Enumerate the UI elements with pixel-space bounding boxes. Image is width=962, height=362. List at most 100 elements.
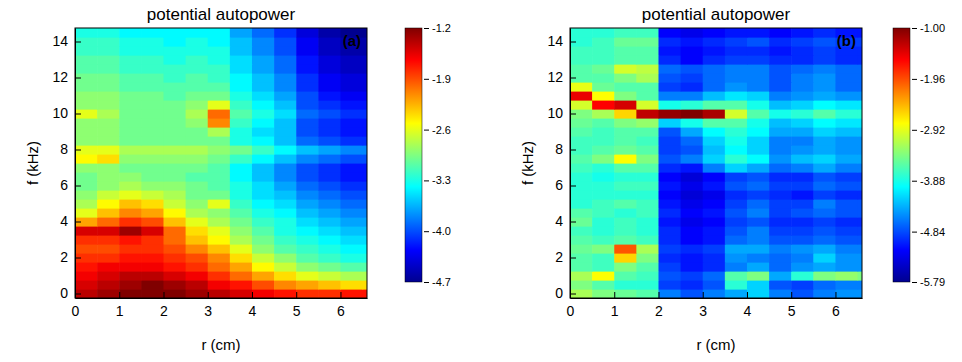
heatmap-cell xyxy=(681,217,704,227)
heatmap-cell xyxy=(614,217,637,227)
heatmap-cell xyxy=(835,271,858,281)
panel: 012345602468101214potential autopower(b)… xyxy=(519,5,945,353)
heatmap-cell xyxy=(252,235,275,245)
heatmap-cell xyxy=(858,208,862,218)
heatmap-cell xyxy=(186,73,209,83)
heatmap-cell xyxy=(274,226,297,236)
heatmap-cell xyxy=(658,100,681,110)
heatmap-cell xyxy=(747,127,770,137)
heatmap-cell xyxy=(340,289,363,298)
colorbar-tick: -3.88 xyxy=(912,175,945,187)
heatmap-cell xyxy=(186,199,209,209)
heatmap-cell xyxy=(636,136,659,146)
colorbar-tick-mark xyxy=(912,79,917,80)
heatmap-cell xyxy=(252,271,275,281)
heatmap-cell xyxy=(252,226,275,236)
heatmap-cell xyxy=(230,235,253,245)
heatmap-cell xyxy=(141,235,164,245)
heatmap-cell xyxy=(570,109,593,119)
heatmap-cell xyxy=(703,154,726,164)
heatmap-cell xyxy=(296,235,319,245)
heatmap-cell xyxy=(208,109,231,119)
heatmap-cell xyxy=(858,262,862,272)
heatmap-cell xyxy=(363,172,367,182)
x-tick-label: 3 xyxy=(699,303,707,319)
heatmap-cell xyxy=(592,154,615,164)
heatmap-cell xyxy=(141,271,164,281)
y-tick-label: 6 xyxy=(555,177,563,193)
heatmap-cell xyxy=(252,73,275,83)
heatmap-cell xyxy=(636,64,659,74)
x-tick-label: 0 xyxy=(72,303,80,319)
heatmap-cell xyxy=(163,64,186,74)
heatmap-cell xyxy=(813,127,836,137)
heatmap-cell xyxy=(252,163,275,173)
heatmap-cell xyxy=(703,199,726,209)
heatmap-cell xyxy=(141,91,164,101)
x-tick: 1 xyxy=(611,292,619,319)
chart-title: potential autopower xyxy=(642,5,791,24)
heatmap-cell xyxy=(230,91,253,101)
colorbar-tick-mark xyxy=(912,181,917,182)
heatmap-cell xyxy=(163,154,186,164)
heatmap-cell xyxy=(592,181,615,191)
heatmap-cell xyxy=(681,199,704,209)
heatmap-cell xyxy=(614,235,637,245)
heatmap-cell xyxy=(75,100,98,110)
heatmap-cell xyxy=(769,217,792,227)
heatmap-cell xyxy=(858,100,862,110)
y-tick-label: 4 xyxy=(555,213,563,229)
heatmap-cell xyxy=(769,289,792,298)
heatmap-cell xyxy=(658,64,681,74)
heatmap-cell xyxy=(208,136,231,146)
heatmap-cell xyxy=(230,37,253,47)
heatmap-cell xyxy=(858,235,862,245)
heatmap-cell xyxy=(614,100,637,110)
heatmap-cell xyxy=(835,172,858,182)
heatmap-cell xyxy=(186,28,209,38)
heatmap-cell xyxy=(318,127,341,137)
heatmap-cell xyxy=(614,91,637,101)
heatmap-cell xyxy=(858,190,862,200)
y-tick: 12 xyxy=(52,69,81,85)
heatmap-cell xyxy=(119,109,142,119)
heatmap-cell xyxy=(791,262,814,272)
heatmap-cell xyxy=(614,280,637,290)
heatmap-cell xyxy=(592,253,615,263)
heatmap-cell xyxy=(636,253,659,263)
heatmap-cell xyxy=(340,181,363,191)
heatmap-cell xyxy=(570,37,593,47)
heatmap-cell xyxy=(835,208,858,218)
heatmap-cell xyxy=(75,172,98,182)
heatmap-cell xyxy=(186,226,209,236)
heatmap-cell xyxy=(636,289,659,298)
heatmap-cell xyxy=(252,145,275,155)
heatmap-cell xyxy=(119,244,142,254)
heatmap-cell xyxy=(119,46,142,56)
heatmap-cell xyxy=(681,172,704,182)
heatmap-cell xyxy=(141,28,164,38)
heatmap-cell xyxy=(296,37,319,47)
heatmap-cell xyxy=(813,226,836,236)
heatmap-cell xyxy=(835,253,858,263)
heatmap-cell xyxy=(747,136,770,146)
heatmap-cell xyxy=(141,46,164,56)
heatmap-cell xyxy=(769,172,792,182)
heatmap-cell xyxy=(614,262,637,272)
heatmap-cell xyxy=(75,28,98,38)
heatmap-cell xyxy=(813,217,836,227)
heatmap-cell xyxy=(636,172,659,182)
heatmap-cell xyxy=(614,118,637,128)
heatmap-cell xyxy=(858,118,862,128)
heatmap-cell xyxy=(791,181,814,191)
heatmap-cell xyxy=(725,217,748,227)
heatmap-cell xyxy=(119,37,142,47)
panel: 012345602468101214potential autopower(a)… xyxy=(24,5,451,353)
heatmap-cell xyxy=(858,226,862,236)
heatmap-cell xyxy=(296,46,319,56)
heatmap-cell xyxy=(296,163,319,173)
heatmap-cell xyxy=(119,271,142,281)
heatmap-cell xyxy=(97,262,120,272)
heatmap-cell xyxy=(658,181,681,191)
heatmap-cell xyxy=(725,46,748,56)
